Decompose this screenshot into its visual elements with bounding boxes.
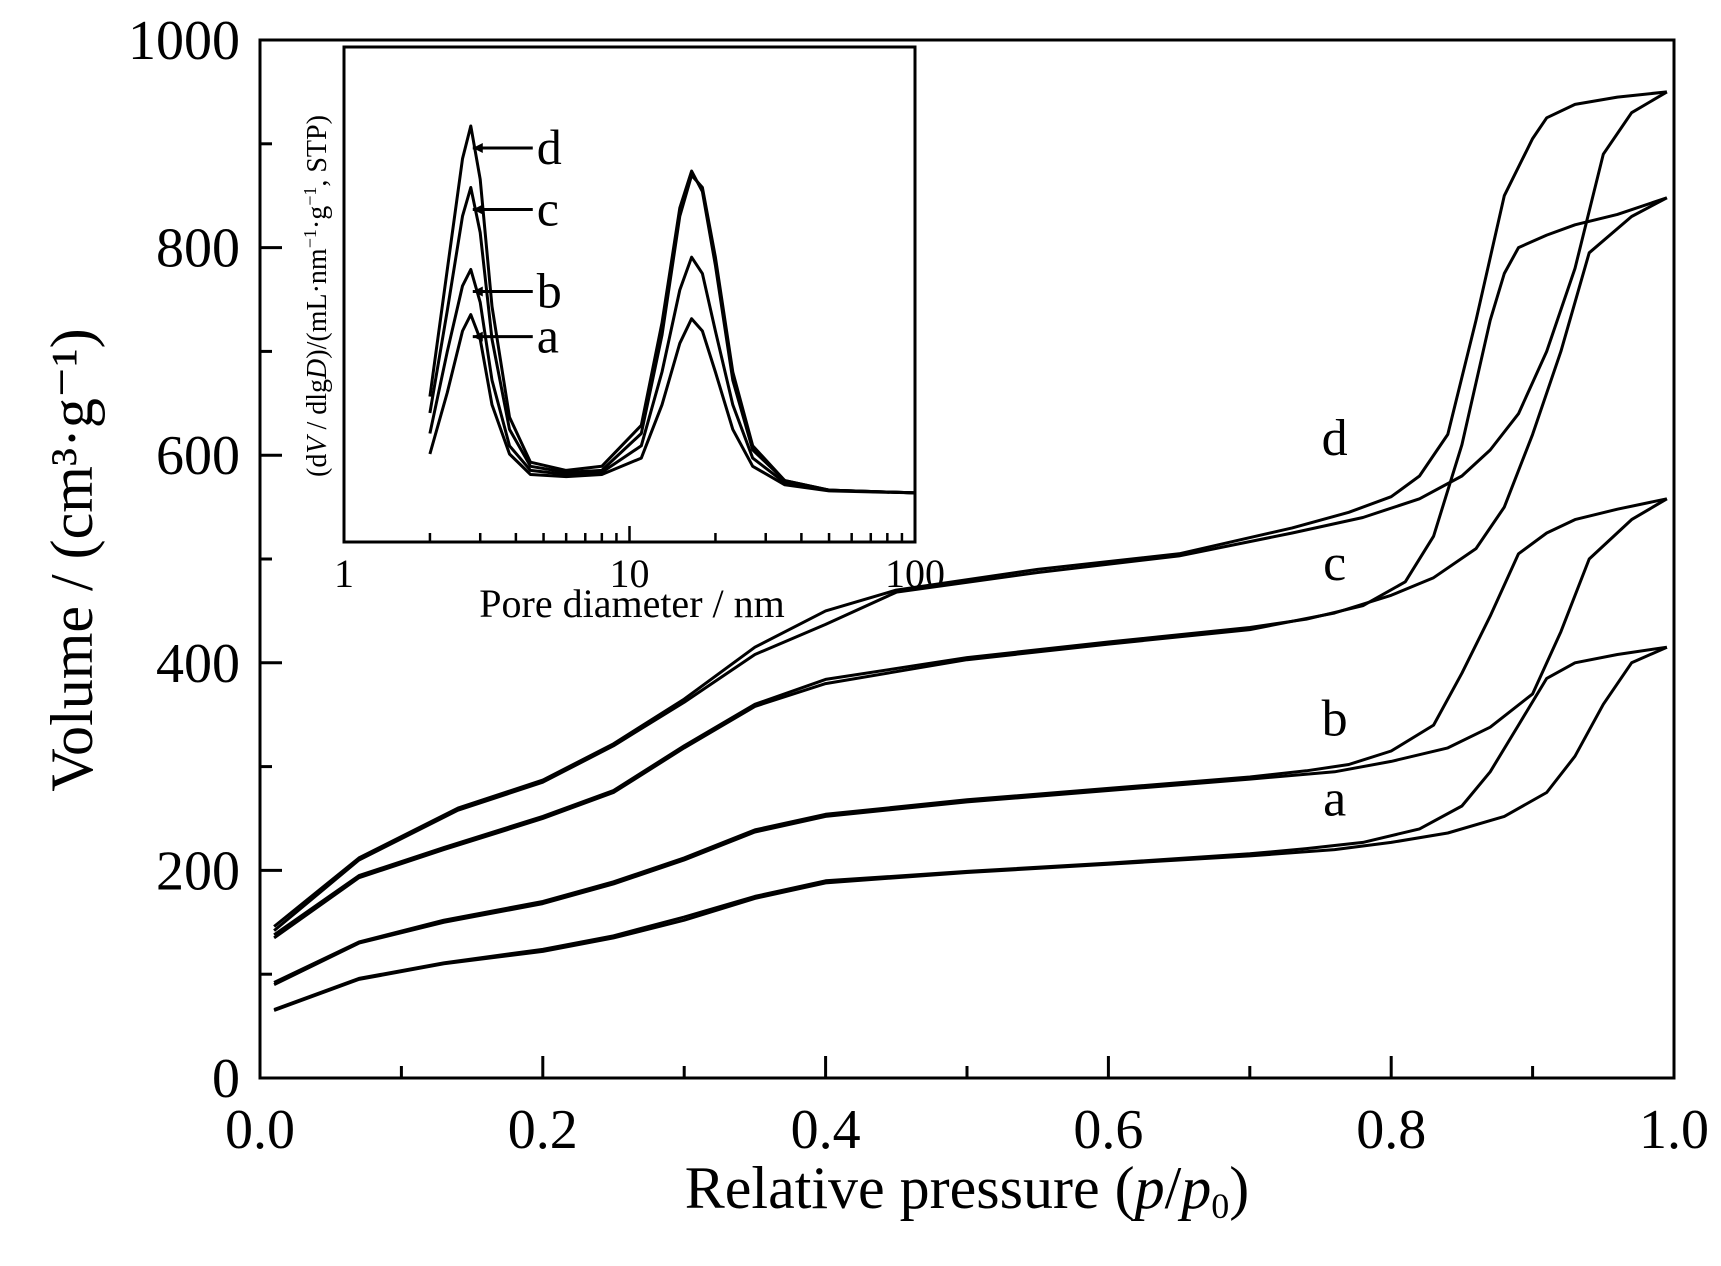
main-axis-ticks xyxy=(258,38,1676,1080)
x-tick-label: 1.0 xyxy=(1639,1099,1709,1161)
y-tick-label: 200 xyxy=(156,840,240,902)
main-series-annotations: ab c d xyxy=(1322,410,1348,827)
inset-arrowhead-a xyxy=(472,331,483,342)
inset-arrowhead-c xyxy=(472,204,483,215)
x-tick-label: 0.2 xyxy=(508,1099,578,1161)
inset-x-tick-label: 10 xyxy=(610,551,650,596)
main-tick-labels: 0.0 0.2 0.4 0.6 0.8 1.0 0 200 400 600 800 1000 xyxy=(128,10,1709,1161)
series-label-c: c xyxy=(1323,535,1346,592)
inset-series-label-a: a xyxy=(537,308,559,364)
isotherm-b-adsorption xyxy=(273,497,1668,986)
x-axis-title: Relative pressure (p/p0) xyxy=(685,1155,1249,1226)
psd-curve-a xyxy=(428,313,916,495)
isotherm-a-desorption xyxy=(273,645,1668,1011)
series-label-d: d xyxy=(1322,410,1348,467)
y-tick-label: 600 xyxy=(156,425,240,487)
psd-curve-b xyxy=(428,255,916,495)
inset-axis-ticks xyxy=(342,526,917,542)
isotherm-d-adsorption xyxy=(273,90,1668,932)
series-label-a: a xyxy=(1323,770,1346,827)
isotherm-d-desorption xyxy=(273,90,1668,928)
isotherm-c-adsorption xyxy=(273,196,1668,940)
inset-tick-labels: 1 10 100 xyxy=(334,551,945,596)
y-tick-label: 400 xyxy=(156,633,240,695)
y-tick-label: 1000 xyxy=(128,10,240,72)
y-axis-title: Volume / (cm³·g⁻¹) xyxy=(39,328,105,791)
inset-arrowhead-d xyxy=(472,143,483,153)
psd-curve-d xyxy=(428,124,916,495)
x-tick-label: 0.6 xyxy=(1073,1099,1143,1161)
inset-y-axis-title: (dV / dlgD)/(mL·nm−1·g−1, STP) xyxy=(300,115,333,477)
psd-curve-c xyxy=(428,173,916,495)
inset-x-axis-title: Pore diameter / nm xyxy=(479,581,784,626)
y-tick-label: 0 xyxy=(212,1048,240,1110)
inset-plot-frame xyxy=(342,45,917,544)
inset-series-label-d: d xyxy=(537,119,562,175)
isotherm-a-adsorption xyxy=(273,645,1668,1012)
inset-x-tick-label: 1 xyxy=(334,551,354,596)
series-label-b: b xyxy=(1322,690,1348,747)
isotherm-c-desorption xyxy=(273,196,1668,937)
inset-x-tick-label: 100 xyxy=(885,551,945,596)
inset-series-label-c: c xyxy=(537,181,559,237)
inset-series-label-b: b xyxy=(537,263,562,319)
main-series-group xyxy=(273,90,1668,1012)
x-tick-label: 0.0 xyxy=(225,1099,295,1161)
y-tick-label: 800 xyxy=(156,218,240,280)
x-tick-label: 0.4 xyxy=(791,1099,861,1161)
isotherm-b-desorption xyxy=(273,497,1668,984)
inset-series-group xyxy=(428,124,916,495)
inset-arrowhead-b xyxy=(472,286,483,297)
x-tick-label: 0.8 xyxy=(1356,1099,1426,1161)
